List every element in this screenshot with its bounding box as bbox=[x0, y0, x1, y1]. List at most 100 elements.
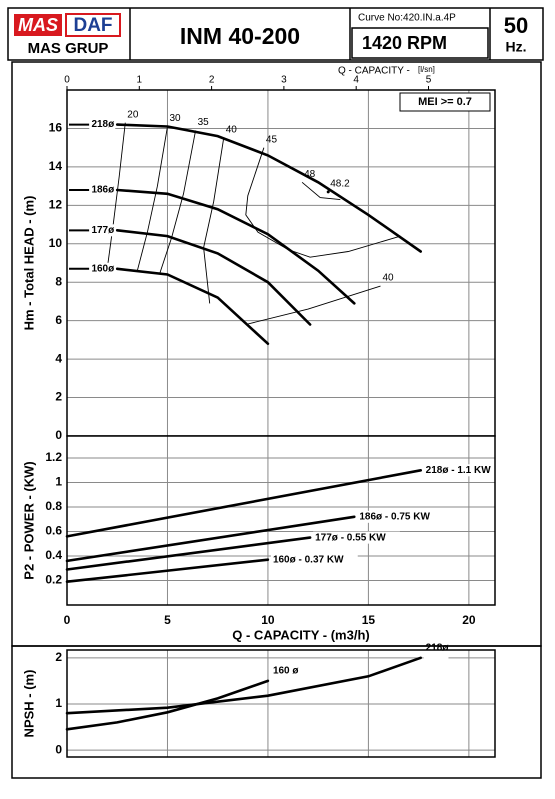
curve-number: Curve No:420.IN.a.4P bbox=[358, 13, 456, 24]
series-label: 218ø - 1.1 KW bbox=[426, 465, 492, 476]
curve bbox=[115, 188, 356, 305]
npsh-frame bbox=[11, 645, 542, 779]
annotation-box bbox=[399, 92, 491, 112]
y-tick-label: 0.2 bbox=[45, 573, 62, 587]
speed: 1420 RPM bbox=[362, 33, 447, 53]
rpm-box bbox=[351, 27, 489, 59]
x2-tick-label: 3 bbox=[281, 75, 287, 86]
series-label: 160ø - 0.37 KW bbox=[273, 554, 344, 565]
label-bg bbox=[89, 224, 116, 237]
plot-border bbox=[66, 435, 496, 606]
x2-tick-label: 5 bbox=[426, 75, 432, 86]
series-label: 218ø bbox=[91, 119, 115, 130]
series-label: 186ø - 0.75 KW bbox=[359, 511, 430, 522]
x2-tick-label: 2 bbox=[209, 75, 215, 86]
annotation: MEI >= 0.7 bbox=[418, 96, 472, 108]
plot-area bbox=[67, 90, 495, 436]
curve bbox=[65, 515, 356, 563]
frequency-unit: Hz. bbox=[506, 39, 527, 55]
x2-axis-label: Q - CAPACITY - bbox=[338, 66, 410, 77]
y-tick-label: 10 bbox=[49, 236, 63, 250]
efficiency-line bbox=[203, 138, 225, 304]
label-bg bbox=[89, 118, 116, 131]
logo-daf: DAF bbox=[73, 15, 112, 36]
brand-group: MAS GRUP bbox=[28, 40, 109, 57]
label-bg bbox=[89, 183, 116, 196]
x-tick-label: 20 bbox=[462, 613, 476, 627]
y-axis-label: NPSH - (m) bbox=[21, 670, 36, 738]
label-bg bbox=[270, 553, 358, 566]
label-bg bbox=[357, 510, 445, 523]
x-tick-label: 10 bbox=[261, 613, 275, 627]
curve bbox=[115, 267, 270, 345]
y-tick-label: 2 bbox=[55, 650, 62, 664]
logo-mas-bg bbox=[14, 14, 62, 36]
logo-daf-bg bbox=[65, 13, 121, 37]
efficiency-point bbox=[326, 190, 330, 194]
label-bg bbox=[270, 674, 302, 687]
efficiency-label: 40 bbox=[226, 125, 238, 136]
x-tick-label: 5 bbox=[164, 613, 171, 627]
y-tick-label: 0.8 bbox=[45, 499, 62, 513]
efficiency-label: 35 bbox=[198, 117, 210, 128]
efficiency-label: 48.2 bbox=[330, 179, 350, 190]
logo-mas: MAS bbox=[18, 15, 58, 35]
curve bbox=[65, 469, 422, 538]
efficiency-line bbox=[301, 181, 341, 201]
y-tick-label: 6 bbox=[55, 313, 62, 327]
model-title: INM 40-200 bbox=[180, 23, 300, 49]
curve bbox=[65, 558, 270, 583]
x2-axis-unit: [l/sn] bbox=[418, 65, 435, 74]
efficiency-label: 20 bbox=[127, 109, 139, 120]
curve bbox=[115, 229, 312, 326]
x-axis-label: Q - CAPACITY - (m3/h) bbox=[232, 627, 369, 642]
y-tick-label: 14 bbox=[49, 159, 63, 173]
series-label: 186ø bbox=[91, 185, 115, 196]
efficiency-line bbox=[245, 147, 401, 258]
curve bbox=[65, 536, 312, 571]
y-tick-label: 12 bbox=[49, 198, 63, 212]
series-label: 177ø bbox=[91, 225, 115, 236]
efficiency-label: 48 bbox=[304, 169, 316, 180]
efficiency-label: 45 bbox=[266, 134, 278, 145]
efficiency-label: 40 bbox=[382, 273, 394, 284]
efficiency-line bbox=[245, 285, 381, 325]
label-bg bbox=[423, 464, 505, 477]
curve bbox=[65, 679, 270, 731]
label-bg bbox=[423, 651, 449, 664]
curve bbox=[65, 656, 422, 715]
plot-border bbox=[66, 649, 496, 758]
y-axis-label: P2 - POWER - (KW) bbox=[21, 461, 36, 579]
label-bg bbox=[313, 531, 400, 544]
y-tick-label: 1 bbox=[55, 475, 62, 489]
y-tick-label: 0 bbox=[55, 428, 62, 442]
efficiency-line bbox=[136, 126, 168, 271]
x-tick-label: 0 bbox=[64, 613, 71, 627]
y-tick-label: 8 bbox=[55, 274, 62, 288]
series-label: 160 ø bbox=[273, 666, 299, 677]
y-tick-label: 1 bbox=[55, 696, 62, 710]
efficiency-line bbox=[158, 130, 197, 275]
y-tick-label: 1.2 bbox=[45, 450, 62, 464]
efficiency-label: 30 bbox=[169, 113, 181, 124]
y-tick-label: 0 bbox=[55, 742, 62, 756]
series-label: 177ø - 0.55 KW bbox=[315, 532, 386, 543]
frequency: 50 bbox=[504, 13, 528, 38]
y-tick-label: 2 bbox=[55, 390, 62, 404]
x-tick-label: 15 bbox=[362, 613, 376, 627]
curve bbox=[115, 123, 422, 253]
series-label: 218ø bbox=[426, 642, 450, 653]
x2-tick-label: 4 bbox=[353, 75, 359, 86]
series-label: 160ø bbox=[91, 263, 115, 274]
y-tick-label: 0.6 bbox=[45, 524, 62, 538]
y-axis-label: Hm - Total HEAD - (m) bbox=[21, 196, 36, 331]
x2-tick-label: 1 bbox=[137, 75, 143, 86]
y-tick-label: 0.4 bbox=[45, 548, 62, 562]
x2-tick-label: 0 bbox=[64, 75, 70, 86]
efficiency-line bbox=[106, 122, 126, 269]
y-tick-label: 16 bbox=[49, 121, 63, 135]
y-tick-label: 4 bbox=[55, 351, 62, 365]
